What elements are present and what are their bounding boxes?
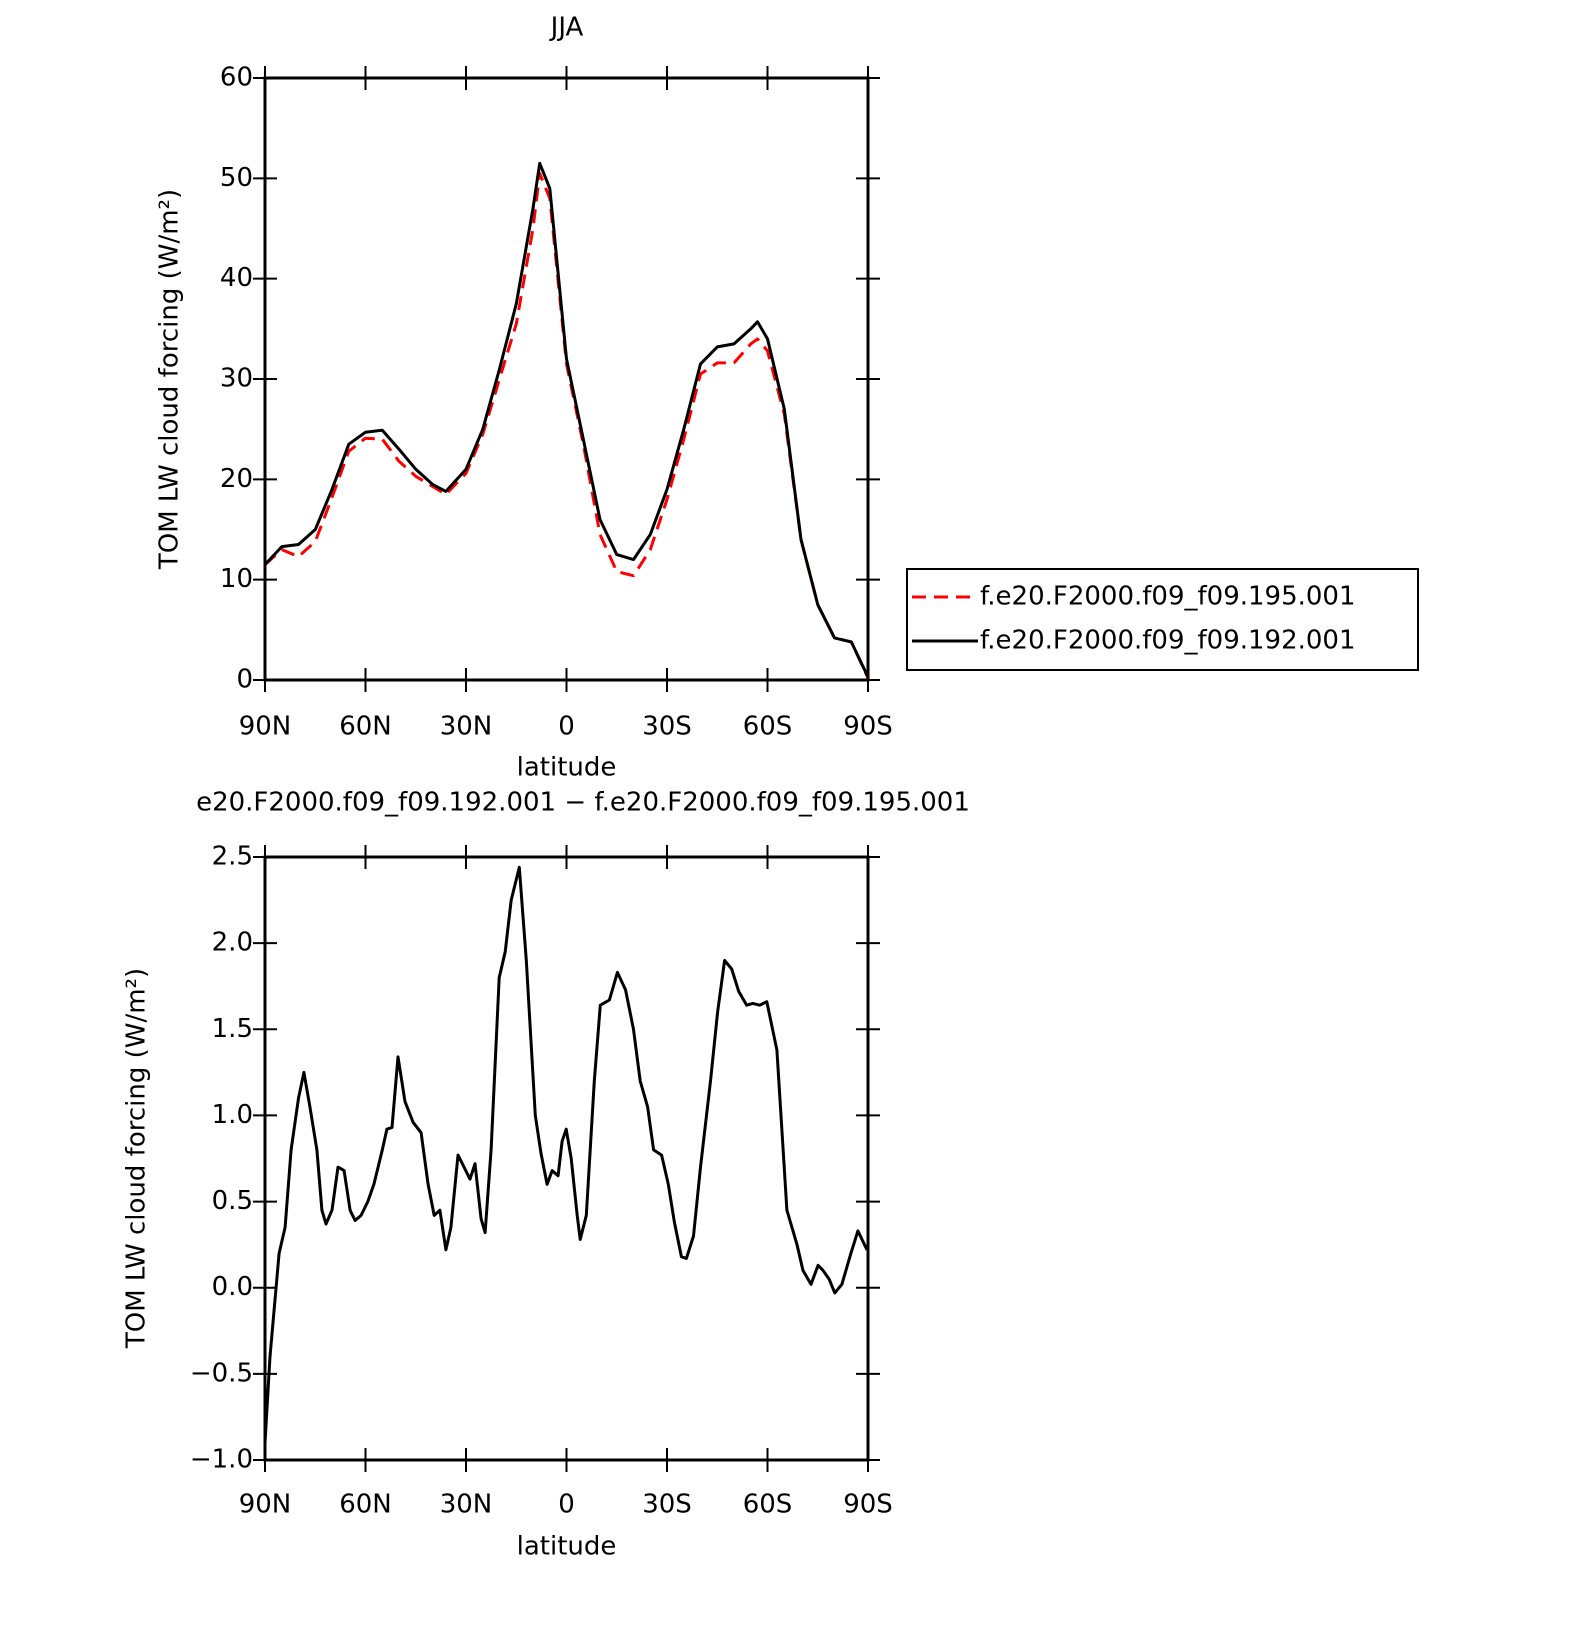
y-tick-label: −0.5 [190,1358,253,1388]
y-tick-label: 1.5 [212,1014,253,1044]
chart-title: e20.F2000.f09_f09.192.001 − f.e20.F2000.… [196,788,970,818]
x-tick-label: 60S [743,712,793,742]
legend-label: f.e20.F2000.f09_f09.192.001 [980,626,1356,656]
y-tick-label: 0.5 [212,1186,253,1216]
y-tick-label: 0.0 [212,1272,253,1302]
plot-frame [263,76,870,682]
data-line [263,161,870,678]
y-tick-label: 0 [236,665,253,695]
x-tick-label: 30N [440,1490,493,1520]
data-line [263,865,869,1443]
y-tick-label: 40 [220,263,253,293]
x-tick-label: 90S [843,712,893,742]
x-tick-label: 0 [558,1490,575,1520]
y-tick-label: 50 [220,163,253,193]
legend-label: f.e20.F2000.f09_f09.195.001 [980,582,1356,612]
y-tick-label: 20 [220,464,253,494]
y-tick-label: 2.5 [212,842,253,872]
x-tick-label: 30S [642,1490,692,1520]
x-axis-label: latitude [517,1532,617,1562]
y-tick-label: 1.0 [212,1100,253,1130]
chart-title: JJA [549,13,584,43]
y-tick-label: 2.0 [212,928,253,958]
x-tick-label: 60N [339,712,392,742]
legend-box [906,568,1419,671]
y-tick-label: 60 [220,63,253,93]
y-tick-label: 30 [220,364,253,394]
y-tick-label: −1.0 [190,1445,253,1475]
y-axis-label: TOM LW cloud forcing (W/m²) [155,189,185,570]
x-tick-label: 90S [843,1490,893,1520]
data-line [264,171,870,679]
x-tick-label: 90N [239,1490,292,1520]
x-tick-label: 60N [339,1490,392,1520]
x-tick-label: 90N [239,712,292,742]
x-axis-label: latitude [517,753,617,783]
x-tick-label: 0 [558,712,575,742]
x-tick-label: 60S [743,1490,793,1520]
y-tick-label: 10 [220,564,253,594]
x-tick-label: 30N [440,712,493,742]
x-tick-label: 30S [642,712,692,742]
y-axis-label: TOM LW cloud forcing (W/m²) [122,968,152,1349]
plot-frame [263,855,870,1462]
